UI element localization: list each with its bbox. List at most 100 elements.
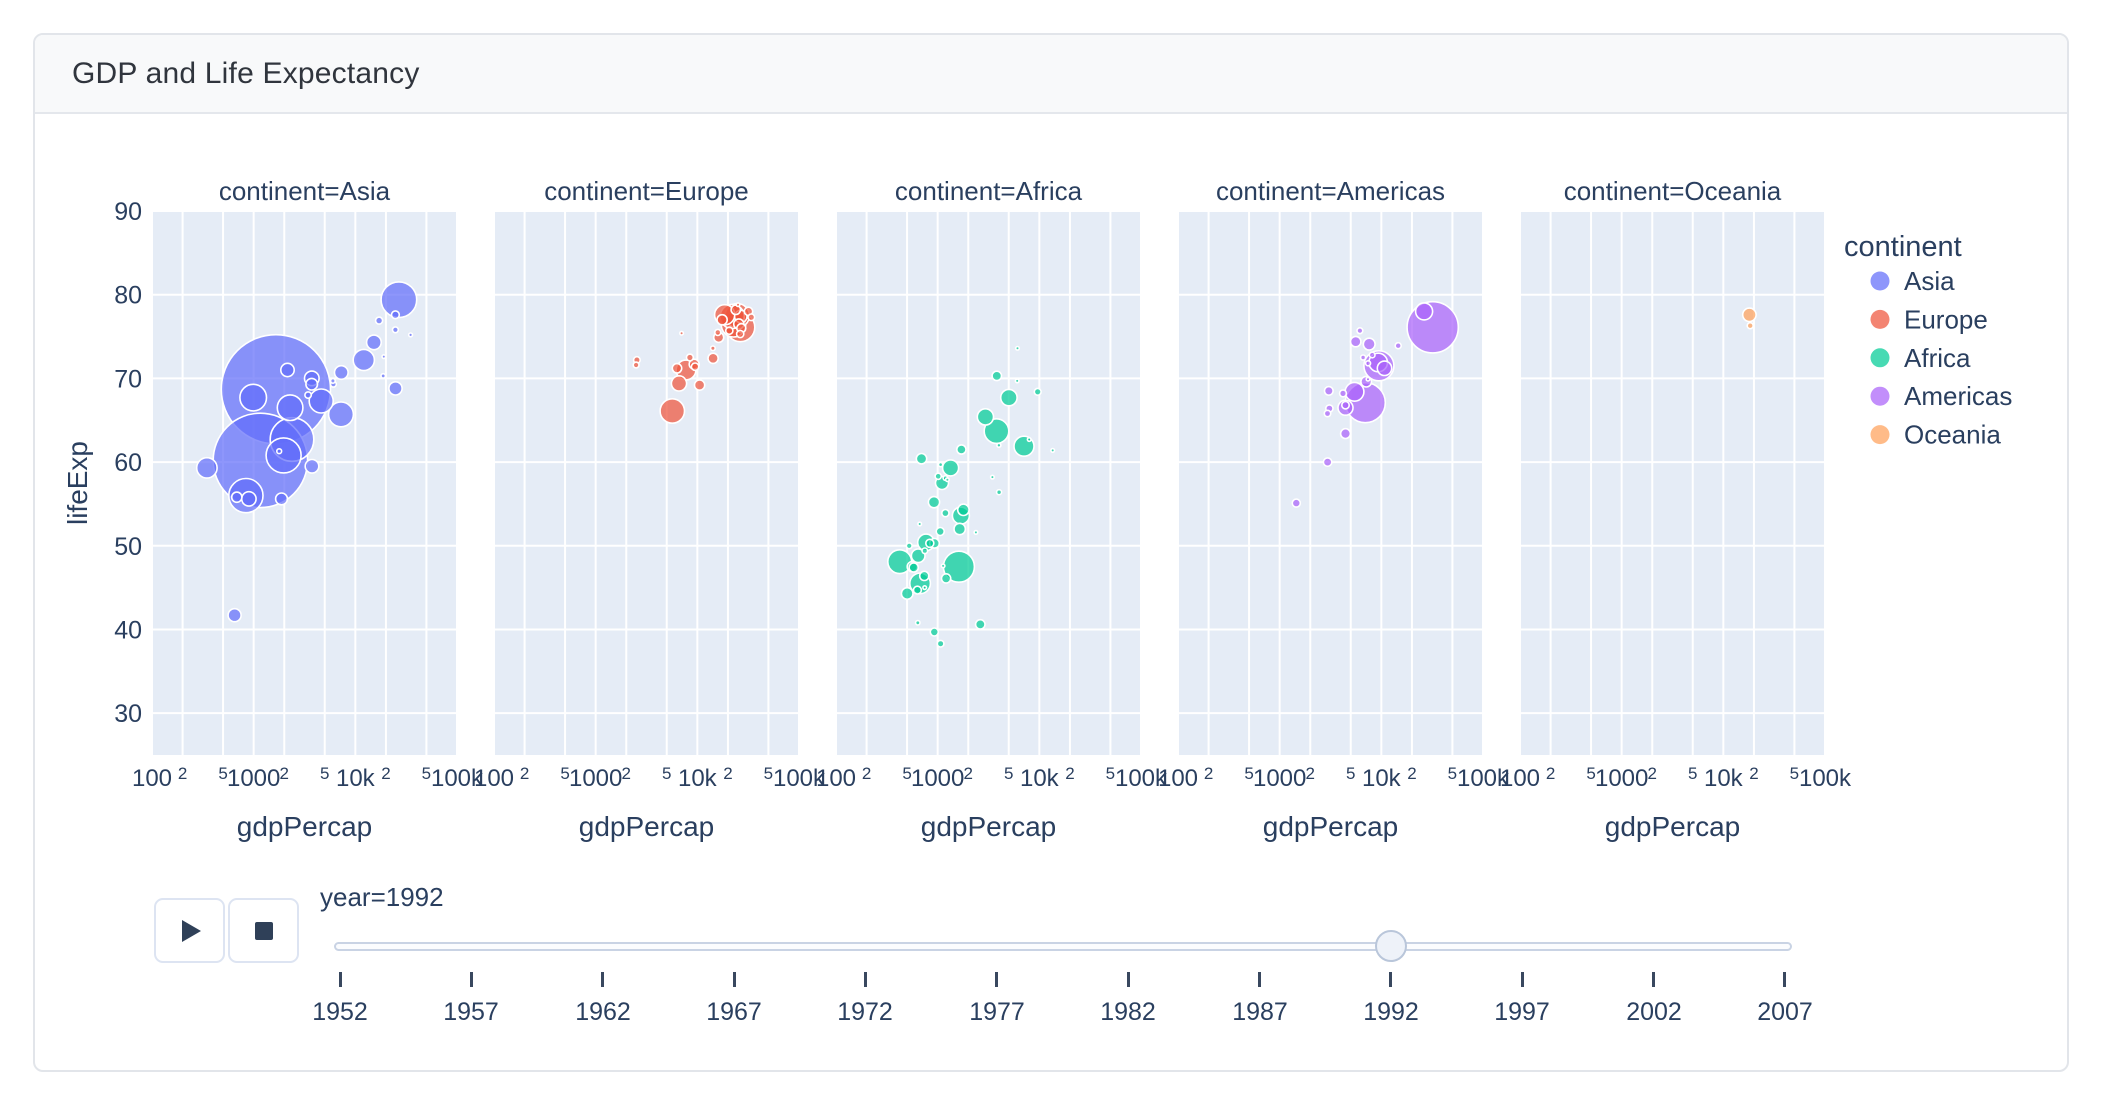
card-title: GDP and Life Expectancy bbox=[72, 56, 420, 90]
x-minor-tick-label: 5 bbox=[320, 764, 329, 783]
stop-button[interactable] bbox=[228, 898, 299, 963]
plot-background bbox=[1178, 211, 1483, 755]
bubble-africa bbox=[974, 618, 986, 630]
bubble-africa bbox=[989, 474, 996, 480]
y-tick-label: 90 bbox=[114, 198, 142, 226]
x-tick-label: 100k bbox=[1457, 765, 1510, 792]
bubble-africa bbox=[934, 472, 943, 481]
slider-tick-label-2002: 2002 bbox=[1626, 998, 1682, 1026]
x-tick-label: 1000 bbox=[1595, 765, 1648, 792]
slider-handle[interactable] bbox=[1375, 930, 1407, 962]
stop-icon bbox=[254, 921, 273, 940]
bubble-asia bbox=[227, 607, 242, 623]
bubble-africa bbox=[991, 370, 1003, 382]
bubble-europe bbox=[693, 379, 706, 391]
bubble-africa bbox=[1050, 447, 1056, 454]
x-minor-tick-label: 5 bbox=[422, 764, 431, 783]
bubble-asia bbox=[365, 334, 383, 351]
legend-item-americas[interactable]: Americas bbox=[1870, 381, 2013, 411]
bubble-africa bbox=[922, 585, 928, 591]
bubble-europe bbox=[735, 302, 741, 308]
legend-item-africa[interactable]: Africa bbox=[1870, 343, 1972, 373]
x-tick-label: 1000 bbox=[1253, 765, 1306, 792]
bubble-asia bbox=[304, 391, 313, 400]
bubble-africa bbox=[976, 407, 995, 426]
bubble-asia bbox=[304, 458, 320, 474]
bubble-asia bbox=[240, 490, 257, 507]
bubble-asia bbox=[327, 401, 355, 428]
bubble-americas bbox=[1368, 351, 1376, 359]
slider-tick-label-1952: 1952 bbox=[312, 998, 368, 1026]
slider-tick-2007 bbox=[1783, 972, 1786, 987]
bubble-africa bbox=[936, 639, 945, 648]
bubble-americas bbox=[1394, 341, 1402, 350]
x-minor-tick-label: 5 bbox=[1244, 764, 1253, 783]
x-minor-tick-label: 2 bbox=[1306, 764, 1315, 783]
legend-label: Oceania bbox=[1904, 420, 2001, 450]
legend-label: Asia bbox=[1904, 266, 1955, 296]
y-tick-label: 30 bbox=[114, 700, 142, 728]
bubble-oceania bbox=[1746, 321, 1754, 330]
legend-label: Africa bbox=[1904, 343, 1971, 373]
bubble-asia bbox=[274, 492, 289, 506]
x-tick-label: 100k bbox=[1799, 765, 1852, 792]
bubble-asia bbox=[305, 377, 319, 391]
legend-item-oceania[interactable]: Oceania bbox=[1870, 420, 2002, 450]
legend-label: Americas bbox=[1904, 381, 2012, 411]
y-tick-label: 80 bbox=[114, 282, 142, 310]
bubble-asia bbox=[381, 354, 387, 360]
bubble-africa bbox=[941, 508, 950, 518]
bubble-africa bbox=[1014, 345, 1021, 351]
plot-background bbox=[1520, 211, 1825, 755]
facet-title: continent=Europe bbox=[544, 176, 749, 206]
bubble-africa bbox=[1026, 436, 1032, 443]
slider-rail[interactable] bbox=[334, 942, 1792, 951]
bubble-africa bbox=[918, 570, 930, 582]
facet-title: continent=Americas bbox=[1216, 176, 1445, 206]
y-axis-title: lifeExp bbox=[62, 441, 93, 525]
x-minor-tick-label: 2 bbox=[964, 764, 973, 783]
x-minor-tick-label: 5 bbox=[662, 764, 671, 783]
x-minor-tick-label: 2 bbox=[280, 764, 289, 783]
bubble-europe bbox=[735, 329, 745, 339]
x-tick-label: 1000 bbox=[569, 765, 622, 792]
x-tick-label: 10k bbox=[1020, 765, 1060, 792]
card-body: continent=Asia 100 2 5 1000 2 5 10k 2 5 100k gdpPer… bbox=[35, 114, 2067, 1070]
play-button[interactable] bbox=[154, 898, 225, 963]
slider-tick-1957 bbox=[470, 972, 473, 987]
bubble-africa bbox=[915, 452, 928, 465]
bubble-africa bbox=[921, 547, 929, 555]
legend-title: continent bbox=[1844, 231, 1962, 263]
bubble-africa bbox=[940, 563, 946, 569]
x-minor-tick-label: 2 bbox=[1407, 764, 1416, 783]
legend-item-asia[interactable]: Asia bbox=[1870, 266, 1956, 296]
bubble-africa bbox=[924, 538, 935, 549]
slider-tick-label-1997: 1997 bbox=[1494, 998, 1550, 1026]
y-tick-label: 50 bbox=[114, 533, 142, 561]
bubble-americas bbox=[1323, 385, 1334, 397]
legend-item-europe[interactable]: Europe bbox=[1870, 304, 1988, 334]
x-axis-title: gdpPercap bbox=[921, 811, 1056, 842]
x-tick-label: 100 bbox=[474, 765, 514, 792]
slider-tick-1962 bbox=[601, 972, 604, 987]
bubble-africa bbox=[914, 619, 921, 626]
x-tick-label: 1000 bbox=[911, 765, 964, 792]
bubble-americas bbox=[1339, 427, 1352, 440]
x-tick-label: 10k bbox=[1704, 765, 1744, 792]
bubble-africa bbox=[927, 495, 941, 509]
slider-tick-label-1957: 1957 bbox=[443, 998, 499, 1026]
play-icon bbox=[181, 919, 201, 942]
x-axis-title: gdpPercap bbox=[237, 811, 372, 842]
legend-swatch bbox=[1870, 386, 1890, 406]
x-minor-tick-label: 2 bbox=[1204, 764, 1213, 783]
bubble-americas bbox=[1376, 360, 1393, 377]
legend-swatch bbox=[1870, 271, 1890, 291]
x-minor-tick-label: 5 bbox=[1106, 764, 1115, 783]
x-axis-title: gdpPercap bbox=[1263, 811, 1398, 842]
slider-tick-label-1992: 1992 bbox=[1363, 998, 1419, 1026]
bubble-americas bbox=[1359, 354, 1367, 361]
